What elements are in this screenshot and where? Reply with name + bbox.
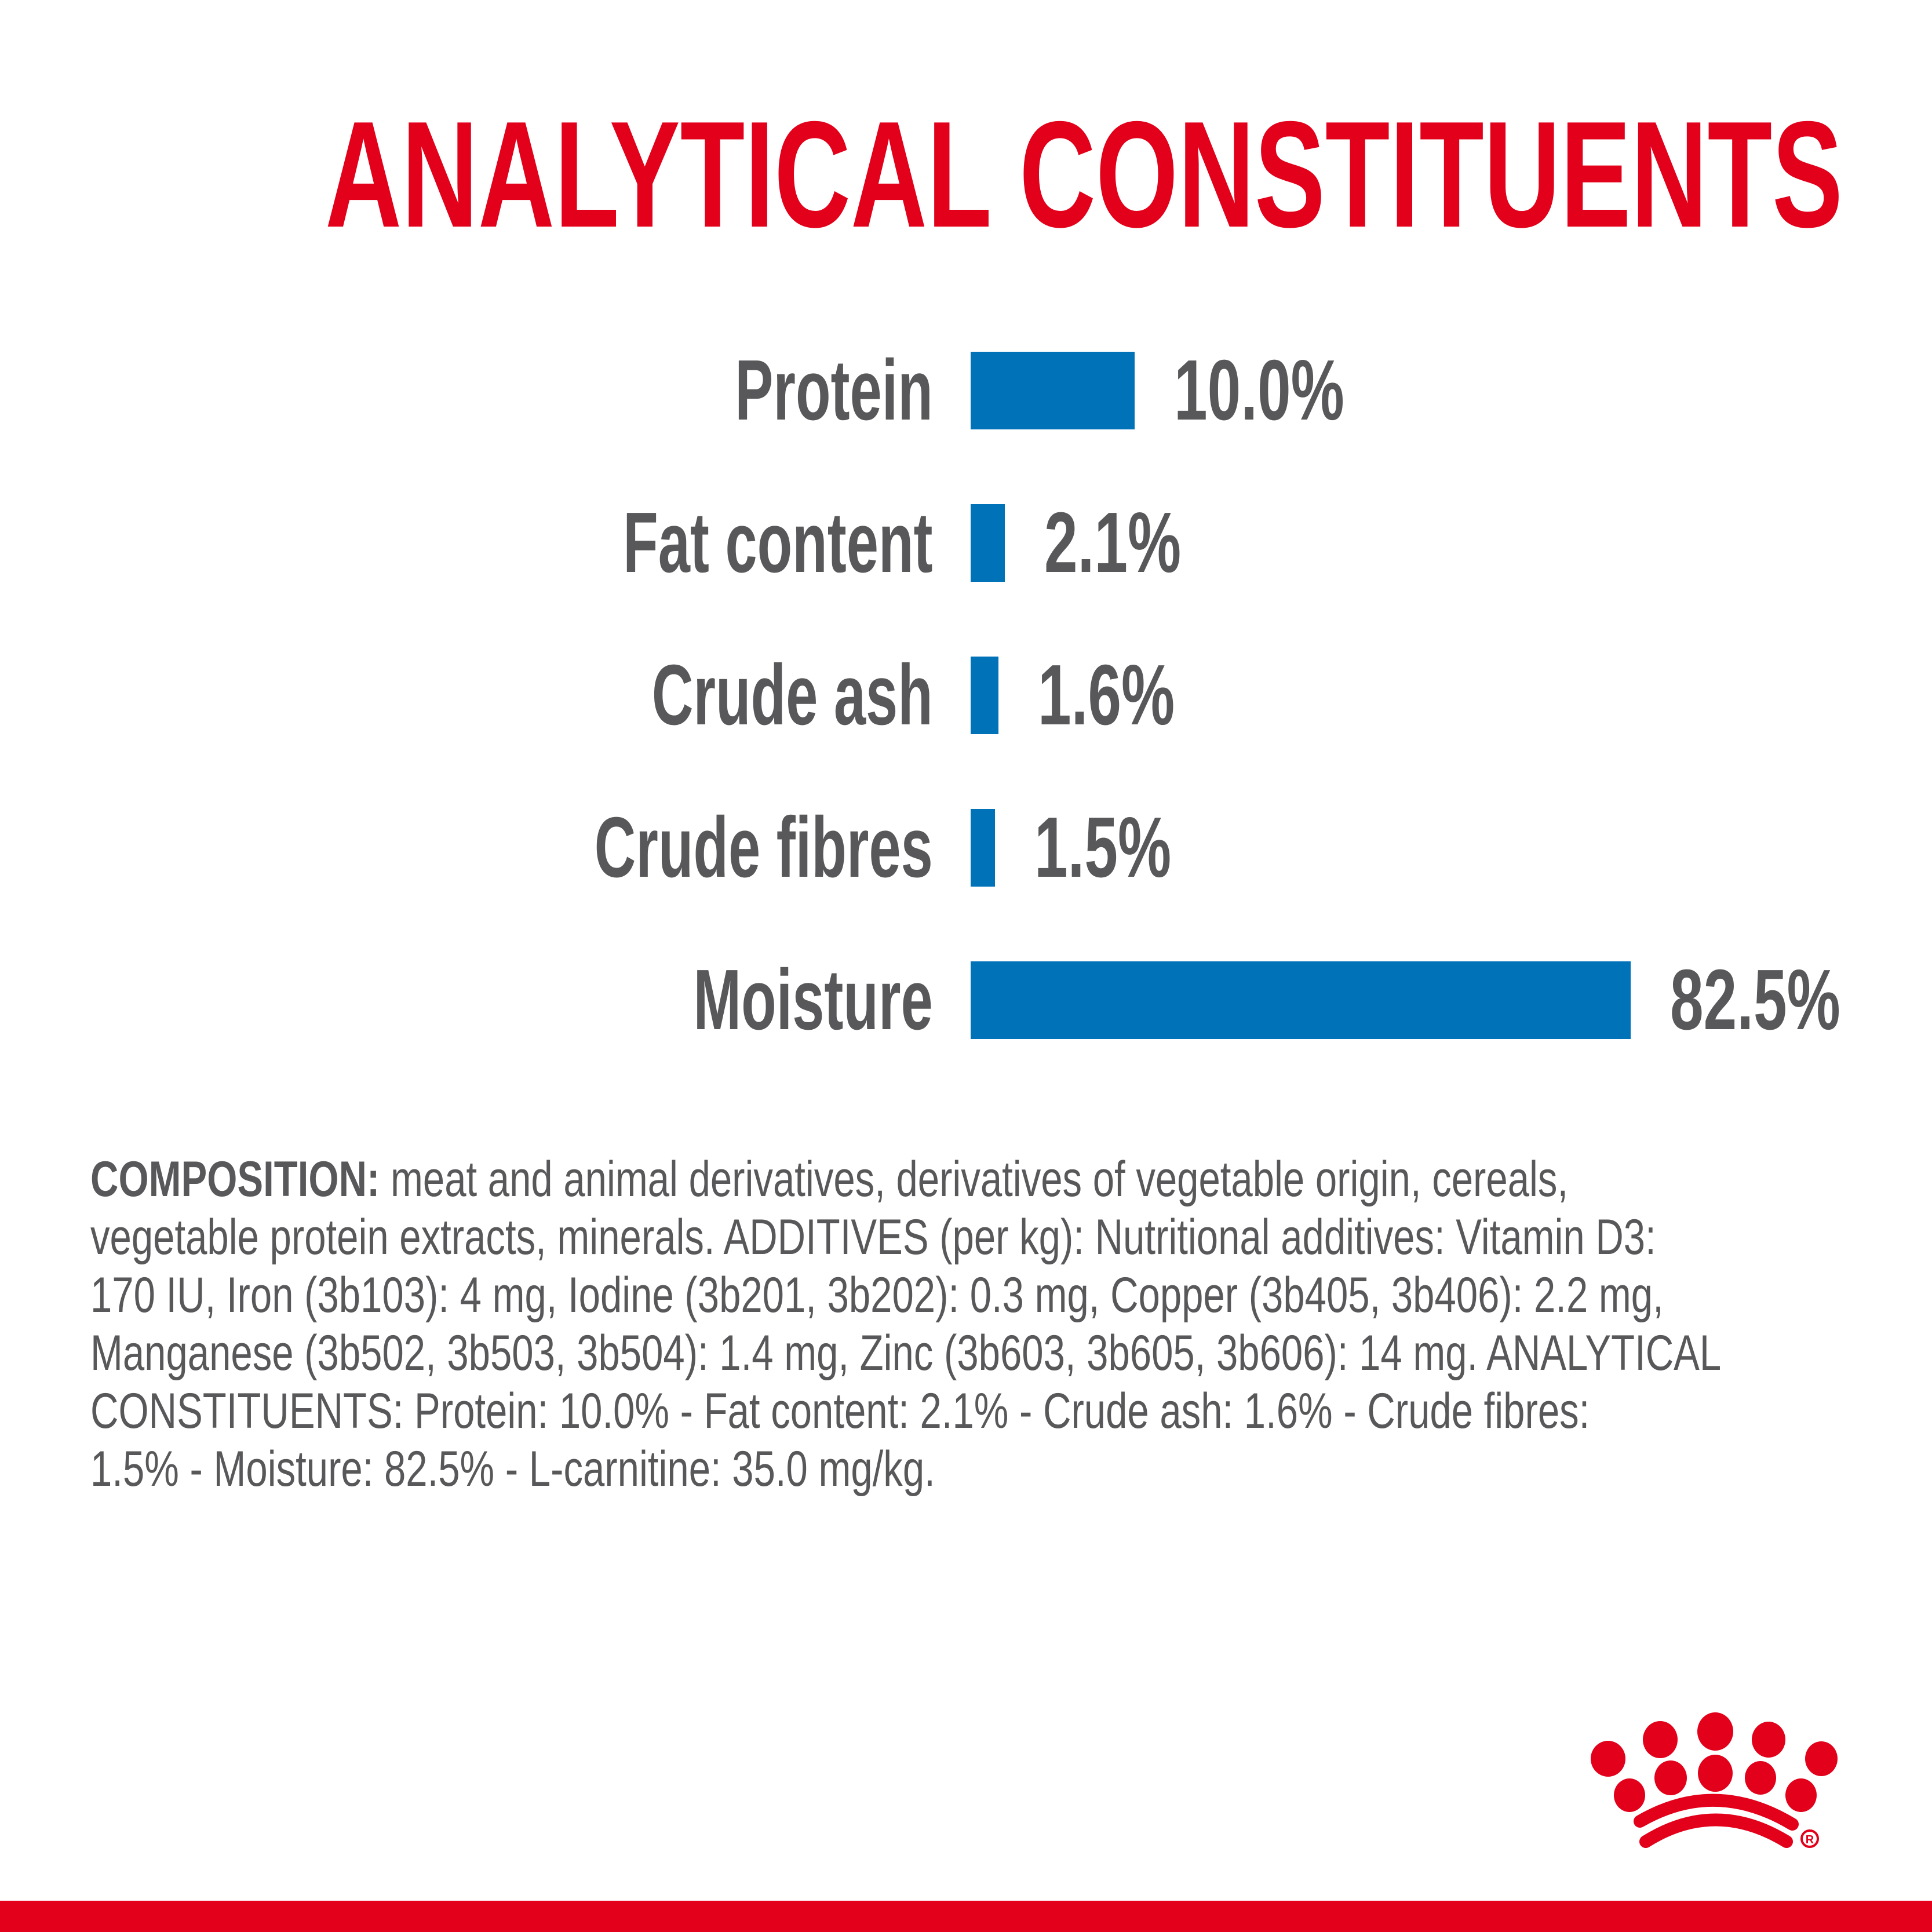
bar-label-fat-content: Fat content [0, 500, 933, 586]
composition-line: vegetable protein extracts, minerals. AD… [90, 1209, 1656, 1265]
crown-dots [1591, 1712, 1838, 1812]
bar-value-fat-content-text: 2.1% [1044, 495, 1182, 590]
bar-fat-content [971, 504, 1005, 582]
royal-canin-crown-logo: R [1591, 1712, 1838, 1848]
composition-line: 1.5% - Moisture: 82.5% - L-carnitine: 35… [90, 1441, 935, 1497]
bar-label-crude-fibres-text: Crude fibres [594, 800, 933, 895]
bar-value-crude-ash: 1.6% [1038, 652, 1233, 738]
chart-row-crude-ash: Crude ash 1.6% [0, 652, 1932, 738]
bar-value-moisture: 82.5% [1670, 957, 1913, 1043]
chart-row-moisture: Moisture 82.5% [0, 957, 1932, 1043]
composition-line: Manganese (3b502, 3b503, 3b504): 1.4 mg,… [90, 1325, 1722, 1381]
composition-line: CONSTITUENTS: Protein: 10.0% - Fat conte… [90, 1383, 1590, 1439]
bar-label-moisture: Moisture [0, 957, 933, 1043]
composition-line1-text: meat and animal derivatives, derivatives… [380, 1151, 1569, 1207]
bar-label-crude-fibres: Crude fibres [0, 805, 933, 891]
bar-protein [971, 352, 1135, 429]
composition-text: COMPOSITION: meat and animal derivatives… [90, 1150, 1853, 1498]
bar-value-crude-fibres: 1.5% [1034, 805, 1230, 891]
bar-label-protein: Protein [0, 348, 933, 433]
composition-heading: COMPOSITION: [90, 1151, 380, 1207]
bar-value-crude-fibres-text: 1.5% [1034, 800, 1172, 895]
bar-moisture [971, 961, 1631, 1039]
bar-crude-fibres [971, 809, 995, 887]
composition-line: COMPOSITION: meat and animal derivatives… [90, 1150, 1853, 1208]
bar-value-protein-text: 10.0% [1174, 342, 1344, 438]
composition-line: 170 IU, Iron (3b103): 4 mg, Iodine (3b20… [90, 1267, 1664, 1323]
registered-trademark-icon: R [1800, 1829, 1819, 1848]
crown-base-arcs [1634, 1794, 1799, 1848]
bar-label-protein-text: Protein [735, 342, 933, 438]
bar-value-moisture-text: 82.5% [1670, 952, 1840, 1048]
bar-label-fat-content-text: Fat content [623, 495, 933, 590]
chart-row-protein: Protein 10.0% [0, 348, 1932, 433]
analytical-constituents-chart: Protein 10.0% Fat content 2.1% Crude ash… [0, 348, 1932, 1043]
bar-label-moisture-text: Moisture [693, 952, 933, 1048]
chart-row-fat-content: Fat content 2.1% [0, 500, 1932, 586]
chart-row-crude-fibres: Crude fibres 1.5% [0, 805, 1932, 891]
bar-label-crude-ash-text: Crude ash [652, 647, 933, 743]
bottom-red-bar [0, 1901, 1932, 1932]
bar-value-crude-ash-text: 1.6% [1038, 647, 1175, 743]
bar-value-fat-content: 2.1% [1044, 500, 1240, 586]
registered-trademark-letter: R [1806, 1833, 1814, 1846]
page-title-text: ANALYTICAL CONSTITUENTS [325, 90, 1843, 259]
bar-value-protein: 10.0% [1174, 348, 1417, 433]
page-title: ANALYTICAL CONSTITUENTS [0, 99, 1932, 250]
bar-label-crude-ash: Crude ash [0, 652, 933, 738]
bar-crude-ash [971, 657, 998, 734]
